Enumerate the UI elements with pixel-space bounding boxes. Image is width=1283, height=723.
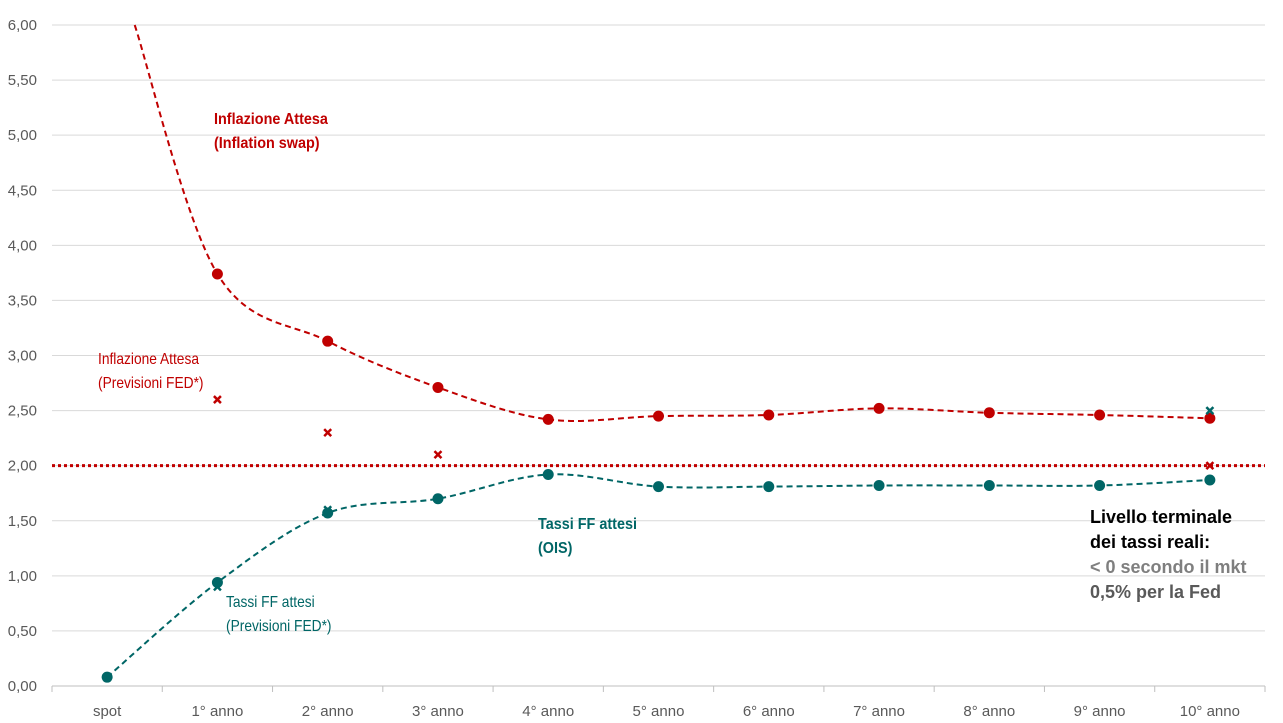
y-tick-label: 4,50 bbox=[8, 182, 37, 199]
series-point-ff_ois bbox=[432, 493, 444, 505]
y-tick-label: 5,50 bbox=[8, 72, 37, 89]
series-point-inflation_swap bbox=[763, 409, 775, 421]
y-tick-label: 2,00 bbox=[8, 458, 37, 475]
cross-stroke bbox=[213, 582, 222, 592]
x-tick-label: 7° anno bbox=[853, 703, 905, 720]
ff-ois-label-line1: Tassi FF attesi bbox=[538, 516, 637, 533]
y-tick-label: 1,00 bbox=[8, 568, 37, 585]
series-point-ff_ois bbox=[983, 479, 995, 491]
x-tick-label: 6° anno bbox=[743, 703, 795, 720]
series-point-inflation_swap bbox=[432, 381, 444, 393]
terminal-note-line4: 0,5% per la Fed bbox=[1090, 582, 1222, 602]
terminal-level-note: Livello terminale dei tassi reali: < 0 s… bbox=[1090, 505, 1247, 605]
fed-ff-label: Tassi FF attesi (Previsioni FED*) bbox=[226, 591, 332, 639]
x-tick-label: spot bbox=[93, 703, 122, 720]
ff-ois-label: Tassi FF attesi (OIS) bbox=[538, 513, 637, 561]
x-tick-label: 9° anno bbox=[1074, 703, 1126, 720]
inflation-swap-label-line1: Inflazione Attesa bbox=[214, 111, 328, 128]
cross-stroke bbox=[323, 428, 333, 438]
inflation-swap-label: Inflazione Attesa (Inflation swap) bbox=[214, 108, 328, 156]
y-tick-label: 6,00 bbox=[8, 17, 37, 34]
fed-projection-marker-fed_ff bbox=[323, 505, 333, 515]
cross-stroke bbox=[213, 395, 222, 404]
fed-inflation-label-line1: Inflazione Attesa bbox=[98, 351, 199, 368]
fed-projection-marker-fed_ff bbox=[213, 582, 222, 592]
x-tick-label: 8° anno bbox=[963, 703, 1015, 720]
series-point-ff_ois bbox=[542, 468, 554, 480]
series-point-ff_ois bbox=[1094, 479, 1106, 491]
terminal-note-line2: dei tassi reali: bbox=[1090, 532, 1211, 552]
ff-ois-label-line2: (OIS) bbox=[538, 540, 573, 557]
x-axis-ticks: spot 1° anno 2° anno 3° anno 4° anno 5° anno 6… bbox=[93, 703, 1240, 720]
fed-projection-marker-fed_inflation bbox=[323, 428, 333, 438]
cross-stroke bbox=[323, 505, 333, 515]
series-group bbox=[101, 24, 1216, 683]
series-point-inflation_swap bbox=[211, 268, 223, 280]
cross-stroke bbox=[1205, 461, 1215, 471]
y-tick-label: 1,50 bbox=[8, 513, 37, 530]
cross-stroke bbox=[1205, 406, 1215, 415]
y-axis-ticks: 0,00 0,50 1,00 1,50 2,00 2,50 3,00 3,50 4,00 4,50… bbox=[8, 17, 37, 695]
x-axis bbox=[51, 685, 1266, 692]
y-tick-label: 0,50 bbox=[8, 623, 37, 640]
fed-projection-marker-fed_inflation bbox=[1205, 461, 1215, 471]
series-point-inflation_swap bbox=[1204, 412, 1216, 424]
series-point-ff_ois bbox=[763, 481, 775, 493]
cross-stroke bbox=[433, 450, 443, 460]
fed-inflation-label: Inflazione Attesa (Previsioni FED*) bbox=[98, 348, 204, 396]
x-tick-label: 3° anno bbox=[412, 703, 464, 720]
series-point-ff_ois bbox=[101, 671, 113, 683]
series-point-inflation_swap bbox=[983, 407, 995, 419]
y-tick-label: 5,00 bbox=[8, 127, 37, 144]
series-point-inflation_swap bbox=[542, 413, 554, 425]
y-tick-label: 2,50 bbox=[8, 403, 37, 420]
x-tick-label: 4° anno bbox=[522, 703, 574, 720]
series-point-inflation_swap bbox=[653, 410, 664, 422]
y-tick-label: 3,00 bbox=[8, 348, 37, 365]
fed-inflation-label-line2: (Previsioni FED*) bbox=[98, 375, 204, 392]
series-point-ff_ois bbox=[653, 481, 664, 493]
x-tick-label: 2° anno bbox=[302, 703, 354, 720]
x-tick-label: 5° anno bbox=[633, 703, 685, 720]
series-point-inflation_swap bbox=[322, 335, 334, 347]
series-point-ff_ois bbox=[1204, 474, 1216, 486]
y-tick-label: 0,00 bbox=[8, 678, 37, 695]
y-tick-label: 4,00 bbox=[8, 237, 37, 254]
x-tick-label: 1° anno bbox=[191, 703, 243, 720]
fed-ff-label-line1: Tassi FF attesi bbox=[226, 594, 315, 611]
fed-ff-label-line2: (Previsioni FED*) bbox=[226, 618, 332, 635]
x-tick-label: 10° anno bbox=[1180, 703, 1240, 720]
fed-projection-marker-fed_ff bbox=[1205, 406, 1215, 415]
terminal-note-line1: Livello terminale bbox=[1090, 507, 1233, 527]
fed-projection-marker-fed_inflation bbox=[433, 450, 443, 460]
series-point-inflation_swap bbox=[873, 402, 885, 414]
series-point-ff_ois bbox=[873, 479, 885, 491]
series-point-ff_ois bbox=[322, 507, 334, 519]
fed-projection-marker-fed_inflation bbox=[213, 395, 222, 404]
inflation-swap-label-line2: (Inflation swap) bbox=[214, 135, 320, 152]
series-line-inflation_swap bbox=[133, 24, 1210, 422]
gridlines bbox=[52, 24, 1265, 632]
series-point-inflation_swap bbox=[1094, 409, 1106, 421]
y-tick-label: 3,50 bbox=[8, 292, 37, 309]
series-line-ff_ois bbox=[106, 473, 1210, 678]
terminal-note-line3: < 0 secondo il mkt bbox=[1090, 557, 1247, 577]
